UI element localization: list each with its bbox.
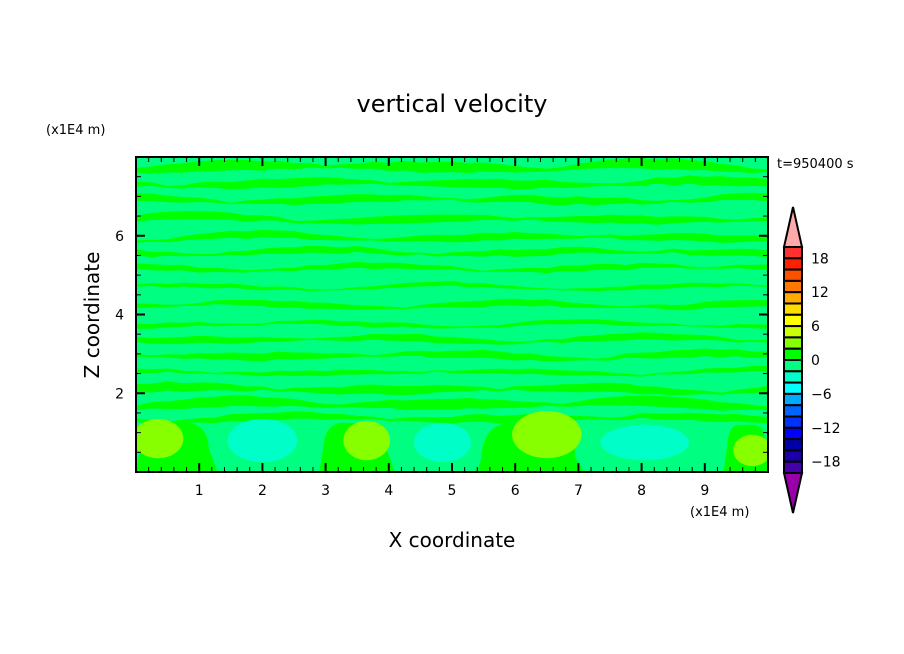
colorbar: 18 12 6 0 −6 −12 −18 — [782, 206, 841, 514]
colorbar-over-triangle — [782, 206, 804, 248]
x-tick-label: 9 — [700, 483, 709, 499]
colorbar-box — [783, 246, 803, 260]
contour-band — [136, 332, 768, 345]
colorbar-box — [783, 257, 803, 271]
y-unit-label: (x1E4 m) — [46, 123, 105, 138]
x-tick-label: 8 — [637, 483, 646, 499]
colorbar-tick-label: 12 — [811, 285, 829, 301]
contour-band — [136, 192, 768, 206]
time-label: t=950400 s — [777, 157, 854, 172]
core-region — [512, 410, 582, 459]
chart-title: vertical velocity — [357, 90, 548, 118]
y-tick-label: 2 — [115, 386, 124, 402]
y-tick-label: 6 — [115, 229, 124, 245]
x-unit-label: (x1E4 m) — [690, 505, 749, 520]
colorbar-tick-label: −6 — [811, 387, 832, 403]
colorbar-box — [783, 268, 803, 282]
colorbar-under-triangle — [782, 472, 804, 514]
x-tick-label: 6 — [511, 483, 520, 499]
contour-band — [136, 381, 768, 396]
colorbar-box — [783, 359, 803, 373]
x-tick-label: 5 — [448, 483, 457, 499]
x-tick-label: 1 — [195, 483, 204, 499]
contour-band — [136, 298, 768, 311]
colorbar-tick-label: 0 — [811, 353, 820, 369]
colorbar-box — [783, 291, 803, 305]
colorbar-box — [783, 325, 803, 339]
contour-band — [136, 175, 768, 190]
x-tick-label: 4 — [384, 483, 393, 499]
contour-band — [136, 245, 768, 258]
downdraft-region — [227, 418, 298, 463]
contour-band — [136, 211, 768, 225]
colorbar-box — [783, 460, 803, 475]
contour-band — [136, 319, 768, 329]
colorbar-box — [783, 449, 803, 463]
axis-ticks: 1 2 3 4 5 6 7 8 9 2 4 6 — [115, 157, 769, 499]
contour-band — [136, 348, 768, 362]
colorbar-box — [783, 370, 803, 384]
colorbar-tick-label: −12 — [811, 421, 841, 437]
contour-band — [136, 411, 768, 424]
colorbar-box — [783, 336, 803, 350]
colorbar-box — [783, 279, 803, 294]
y-axis-label: Z coordinate — [80, 252, 104, 379]
x-tick-label: 7 — [574, 483, 583, 499]
colorbar-box — [783, 381, 803, 395]
colorbar-box — [783, 313, 803, 328]
contour-band — [136, 229, 768, 243]
x-axis-label: X coordinate — [389, 528, 516, 552]
x-tick-label: 2 — [258, 483, 267, 499]
core-region — [136, 418, 184, 459]
y-tick-label: 4 — [115, 308, 124, 324]
contour-band — [136, 261, 768, 274]
colorbar-box — [783, 426, 803, 441]
core-region — [343, 420, 391, 461]
colorbar-tick-label: 18 — [811, 251, 829, 267]
contour-band — [136, 365, 768, 377]
core-region — [733, 434, 768, 467]
colorbar-box — [783, 302, 803, 316]
contour-field — [136, 157, 768, 472]
contour-band — [136, 395, 768, 411]
colorbar-box — [783, 415, 803, 429]
x-tick-label: 3 — [321, 483, 330, 499]
colorbar-box — [783, 404, 803, 418]
colorbar-box — [783, 347, 803, 362]
downdraft-region — [414, 422, 471, 463]
contour-band — [136, 280, 768, 292]
colorbar-tick-label: −18 — [811, 455, 841, 471]
colorbar-box — [783, 438, 803, 452]
downdraft-region — [600, 424, 689, 461]
colorbar-box — [783, 392, 803, 407]
colorbar-tick-label: 6 — [811, 319, 820, 335]
